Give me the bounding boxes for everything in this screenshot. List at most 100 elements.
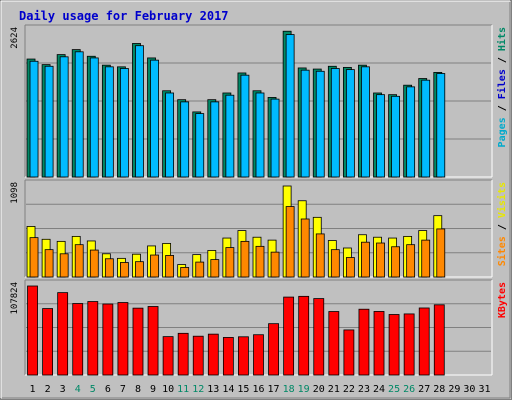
bar-kbytes-day-13 (207, 333, 219, 376)
day-label: 6 (105, 384, 111, 395)
day-label: 4 (75, 384, 81, 395)
bar-kbytes-day-9 (147, 306, 159, 376)
bar-files-day-26 (406, 86, 416, 178)
panels-layer: 2624 Pages / Files / Hits 1098 Sites / Visi… (10, 24, 508, 376)
day-label: 19 (298, 384, 310, 395)
y-max-label: 2624 (10, 27, 20, 49)
bar-kbytes-day-17 (268, 323, 279, 376)
day-label: 30 (463, 384, 475, 395)
day-label: 9 (150, 384, 156, 395)
bar-sites-day-22 (345, 257, 355, 278)
bar-sites-day-17 (270, 251, 280, 278)
bar-sites-day-21 (330, 249, 340, 278)
bar-sites-day-28 (436, 228, 446, 278)
bar-files-day-28 (436, 73, 446, 178)
bar-sites-day-8 (135, 261, 144, 278)
day-label: 8 (135, 384, 141, 395)
legend-part: KBytes (497, 282, 508, 318)
bar-kbytes-day-20 (313, 298, 325, 376)
day-label: 26 (403, 384, 415, 395)
legend-part: / (497, 99, 508, 117)
bar-kbytes-day-24 (373, 311, 385, 376)
bar-sites-day-20 (315, 233, 325, 278)
day-label: 27 (418, 384, 430, 395)
bar-sites-day-4 (74, 244, 84, 278)
day-label: 20 (313, 384, 325, 395)
bar-files-day-11 (180, 101, 190, 178)
bar-sites-day-5 (89, 249, 99, 278)
bar-kbytes-day-12 (192, 335, 204, 376)
bar-kbytes-day-23 (358, 308, 370, 376)
panel-hits: 2624 Pages / Files / Hits (10, 24, 508, 178)
bar-sites-day-11 (180, 267, 190, 278)
day-label: 12 (192, 384, 204, 395)
bar-kbytes-day-27 (418, 307, 430, 376)
bar-sites-day-1 (29, 237, 39, 278)
bar-sites-day-19 (300, 218, 310, 278)
day-label: 25 (388, 384, 400, 395)
bar-files-day-3 (59, 56, 69, 178)
day-label: 3 (60, 384, 66, 395)
bar-kbytes-day-11 (177, 332, 189, 376)
day-label: 2 (45, 384, 51, 395)
bar-files-day-7 (120, 68, 129, 178)
bar-files-day-23 (361, 66, 370, 178)
side-legend: Pages / Files / Hits (496, 27, 508, 147)
day-label: 5 (90, 384, 96, 395)
bar-sites-day-3 (59, 253, 69, 278)
bar-sites-day-23 (361, 241, 370, 278)
bar-kbytes-day-26 (403, 313, 415, 376)
bar-sites-day-6 (104, 258, 114, 278)
day-label: 22 (343, 384, 355, 395)
legend-part: Visits (496, 182, 508, 218)
legend-part: Hits (496, 27, 508, 51)
bar-files-day-21 (330, 68, 340, 178)
bar-kbytes-day-21 (328, 311, 340, 376)
day-label: 1 (30, 384, 36, 395)
side-legend: Sites / Visits (496, 182, 508, 266)
day-label: 14 (222, 384, 234, 395)
bar-kbytes-day-4 (72, 303, 84, 376)
day-label: 10 (162, 384, 174, 395)
bar-files-day-14 (225, 94, 235, 178)
bar-kbytes-day-3 (57, 292, 69, 376)
bar-files-day-17 (270, 98, 280, 178)
bar-files-day-18 (285, 34, 295, 178)
bar-files-day-4 (74, 51, 84, 178)
day-label: 11 (177, 384, 189, 395)
bar-kbytes-day-2 (42, 308, 53, 376)
bar-files-day-2 (44, 65, 54, 178)
day-label: 21 (328, 384, 340, 395)
day-label: 17 (268, 384, 280, 395)
bar-files-day-20 (315, 70, 325, 178)
bar-files-day-27 (421, 79, 431, 178)
bar-kbytes-day-15 (238, 336, 249, 376)
bar-sites-day-25 (391, 246, 400, 278)
bar-sites-day-2 (44, 249, 54, 278)
y-max-label: 1098 (10, 182, 20, 204)
legend-part: Pages (497, 117, 508, 147)
side-legend: KBytes (497, 282, 508, 318)
day-label: 28 (433, 384, 445, 395)
day-label: 15 (237, 384, 249, 395)
bar-sites-day-9 (150, 254, 159, 278)
legend-part: / (497, 51, 508, 69)
day-label: 24 (373, 384, 385, 395)
bar-files-day-13 (210, 101, 220, 178)
chart-title: Daily usage for February 2017 (19, 9, 229, 23)
bar-sites-day-16 (255, 245, 265, 278)
bar-kbytes-day-6 (102, 303, 114, 376)
bar-sites-day-27 (421, 239, 431, 278)
bar-files-day-22 (345, 69, 355, 178)
bar-sites-day-7 (120, 262, 129, 278)
bar-files-day-1 (29, 60, 39, 178)
day-label: 18 (283, 384, 295, 395)
panel-kbytes: 107824 KBytes (10, 279, 508, 376)
bar-files-day-12 (195, 113, 205, 178)
bar-kbytes-day-7 (117, 302, 129, 376)
bar-files-day-8 (135, 45, 144, 178)
bar-files-day-5 (89, 57, 99, 178)
y-max-label: 107824 (10, 282, 20, 315)
day-label: 16 (252, 384, 264, 395)
